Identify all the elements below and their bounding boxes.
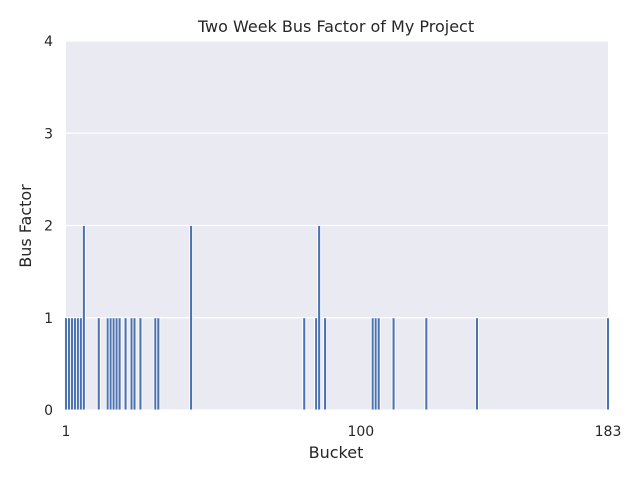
x-tick-label: 183 xyxy=(595,424,622,440)
bar xyxy=(132,317,137,411)
y-tick-label: 0 xyxy=(44,403,53,419)
y-tick-label: 2 xyxy=(44,219,53,235)
bar xyxy=(156,317,161,411)
y-axis-label: Bus Factor xyxy=(16,184,35,268)
bar xyxy=(424,317,429,411)
x-tick-labels: 1 100 183 xyxy=(62,424,622,440)
x-tick-label: 100 xyxy=(347,424,374,440)
bar xyxy=(475,317,479,411)
bar xyxy=(317,225,322,411)
y-tick-label: 4 xyxy=(44,34,53,50)
bar xyxy=(117,317,122,411)
x-tick-label: 1 xyxy=(62,424,71,440)
bar xyxy=(96,317,101,411)
y-tick-labels: 0 1 2 3 4 xyxy=(44,34,53,419)
chart-title: Two Week Bus Factor of My Project xyxy=(197,17,474,36)
y-tick-label: 3 xyxy=(44,126,53,142)
bar xyxy=(323,317,328,411)
bar xyxy=(81,225,86,411)
y-tick-label: 1 xyxy=(44,311,53,327)
x-axis-label: Bucket xyxy=(309,443,364,462)
bar xyxy=(606,317,610,411)
bar xyxy=(302,317,307,411)
bar xyxy=(391,317,396,411)
bars xyxy=(64,225,610,411)
bar xyxy=(138,317,143,411)
bar xyxy=(376,317,381,411)
bar xyxy=(189,225,194,411)
bar xyxy=(123,317,128,411)
